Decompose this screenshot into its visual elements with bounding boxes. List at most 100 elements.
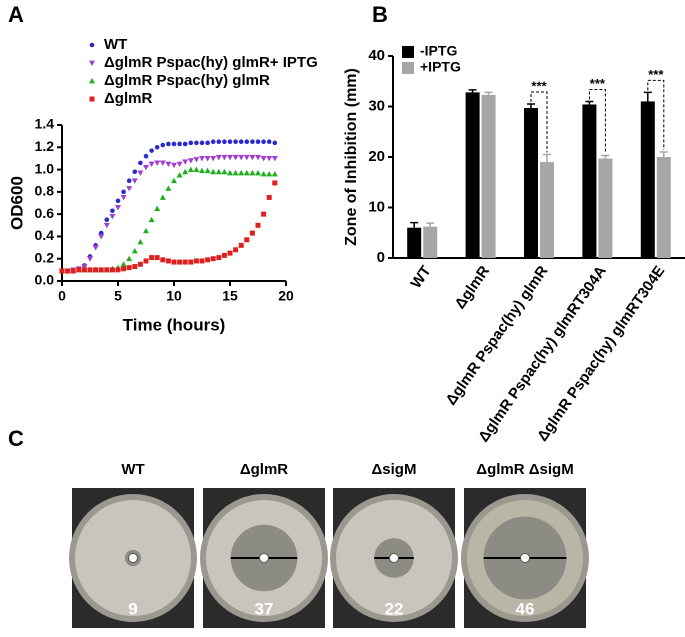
point: [238, 242, 244, 248]
point: [138, 160, 143, 166]
point: [182, 259, 188, 265]
error-bar: [659, 151, 668, 157]
point: [215, 168, 222, 175]
point: [89, 60, 95, 66]
point: [89, 78, 95, 84]
point: [227, 139, 233, 145]
zone-value: 37: [255, 599, 274, 618]
point: [148, 161, 155, 167]
point: [59, 268, 65, 274]
point: [221, 252, 227, 258]
point: [249, 230, 255, 236]
bar: [582, 104, 597, 258]
point: [126, 265, 132, 271]
error-bar: [601, 154, 610, 159]
point: [126, 178, 132, 184]
point: [227, 169, 233, 176]
point: [177, 259, 183, 265]
y-tick-label: 1.0: [35, 160, 55, 176]
point: [199, 258, 205, 264]
x-tick-label: ΔglmR Pspac(hy) glmR: [442, 263, 551, 409]
point: [109, 267, 115, 273]
point: [210, 139, 216, 145]
error-bar: [585, 100, 594, 105]
point: [93, 267, 99, 273]
point: [92, 245, 99, 251]
point: [250, 139, 255, 145]
bar: [407, 227, 422, 258]
point: [149, 148, 154, 153]
bar: [656, 157, 671, 258]
point: [216, 255, 222, 261]
y-tick-label: 0.4: [35, 227, 55, 243]
significance-bracket: [588, 88, 606, 154]
point: [137, 239, 144, 245]
point: [232, 154, 239, 161]
legend-label: +IPTG: [420, 59, 461, 75]
point: [199, 140, 205, 146]
bar: [640, 101, 655, 258]
significance-bracket: [647, 79, 665, 150]
zone-value: 22: [385, 599, 404, 618]
point: [154, 160, 161, 166]
point: [104, 217, 110, 223]
point: [87, 256, 93, 262]
point: [154, 205, 161, 211]
point: [194, 140, 199, 146]
point: [193, 166, 200, 172]
point: [182, 141, 188, 147]
y-tick-label: 0.6: [35, 205, 55, 221]
disk: [259, 553, 269, 563]
point: [227, 250, 233, 256]
bar: [540, 162, 554, 258]
point: [171, 177, 177, 184]
disk: [128, 553, 138, 563]
significance-label: ***: [590, 76, 606, 91]
point: [271, 156, 278, 162]
point: [143, 153, 149, 159]
error-bar: [410, 221, 419, 228]
y-tick-label: 10: [368, 198, 385, 215]
point: [110, 208, 115, 214]
y-tick-label: 40: [368, 47, 385, 64]
point: [176, 172, 183, 178]
error-bar: [468, 89, 477, 93]
y-axis-title: OD600: [7, 176, 26, 230]
point: [121, 266, 127, 272]
point: [255, 222, 261, 228]
point: [165, 185, 172, 191]
point: [187, 158, 194, 164]
plate-label: ΔglmR ΔsigM: [476, 461, 573, 478]
point: [266, 139, 272, 145]
bar: [423, 226, 438, 258]
point: [243, 154, 250, 161]
error-bar: [426, 222, 435, 227]
plate-label: ΔsigM: [372, 461, 417, 478]
y-tick-label: 30: [368, 97, 385, 114]
point: [260, 156, 267, 162]
x-tick-label: 10: [166, 288, 182, 304]
point: [165, 258, 171, 264]
point: [89, 96, 95, 102]
point: [204, 156, 211, 162]
x-tick-label: 15: [222, 288, 238, 304]
point: [266, 194, 272, 200]
point: [120, 195, 127, 201]
point: [121, 189, 126, 195]
point: [232, 169, 239, 176]
point: [249, 154, 256, 161]
legend-label: WT: [104, 36, 127, 53]
x-tick-label: ΔglmR Pspac(hy) glmRT304E: [534, 263, 668, 445]
error-bar: [643, 91, 652, 102]
point: [243, 169, 250, 176]
point: [238, 139, 244, 145]
point: [255, 169, 261, 176]
disk: [520, 553, 530, 563]
error-bar: [484, 91, 493, 95]
point: [143, 164, 149, 171]
point: [261, 211, 267, 217]
legend-swatch: [402, 62, 414, 74]
point: [272, 140, 278, 146]
panel-label: C: [8, 426, 24, 451]
point: [215, 154, 222, 161]
